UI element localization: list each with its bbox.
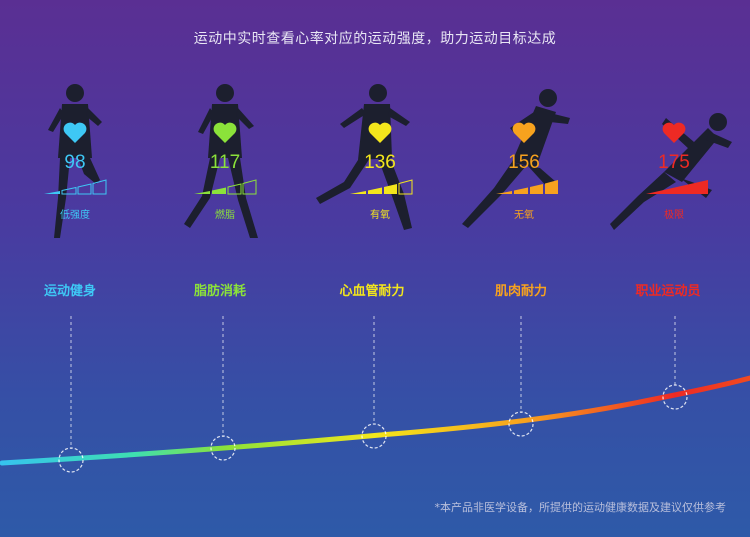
zone-anaerobic: 156 无氧 (450, 78, 600, 248)
heart-icon (213, 122, 237, 143)
heart-rate-value: 175 (658, 152, 690, 173)
headline: 运动中实时查看心率对应的运动强度，助力运动目标达成 (193, 31, 557, 47)
heart-icon (368, 122, 392, 143)
category-label-fitness: 运动健身 (43, 284, 96, 299)
zone-label: 燃脂 (215, 210, 235, 221)
zone-aerobic: 136 有氧 (300, 78, 450, 248)
category-label-fat-burn: 脂肪消耗 (193, 284, 246, 299)
heart-rate-value: 98 (64, 152, 86, 173)
curve-marker (58, 447, 84, 473)
zone-label: 极限 (664, 210, 684, 221)
zone-extreme: 175 极限 (600, 78, 750, 248)
zone-label: 无氧 (514, 210, 534, 221)
heart-icon (662, 122, 686, 143)
heart-rate-value: 156 (508, 152, 540, 173)
intensity-meter (496, 180, 558, 194)
curve-marker (662, 384, 688, 410)
zone-label: 有氧 (370, 210, 390, 221)
intensity-curve-line (0, 375, 750, 466)
curve-marker (210, 435, 236, 461)
heart-rate-value: 136 (364, 152, 396, 173)
disclaimer-footnote: *本产品非医学设备，所提供的运动健康数据及建议仅供参考 (434, 501, 727, 514)
curve-marker (508, 411, 534, 437)
intensity-meter (646, 180, 708, 194)
zone-fat-burn: 117 燃脂 (150, 78, 300, 248)
intensity-meter (350, 179, 413, 195)
heart-rate-value: 117 (209, 152, 241, 173)
category-label-athlete: 职业运动员 (635, 284, 701, 299)
runner-figure (462, 89, 570, 228)
zone-label: 低强度 (60, 210, 90, 221)
category-label-muscle: 肌肉耐力 (494, 284, 547, 299)
heart-icon (512, 122, 536, 143)
curve-marker (361, 423, 387, 449)
category-label-cardio: 心血管耐力 (339, 284, 405, 299)
heart-icon (63, 122, 87, 143)
zone-low-intensity: 98 低强度 (0, 78, 150, 248)
intensity-meter (194, 179, 257, 195)
intensity-meter (44, 179, 107, 195)
